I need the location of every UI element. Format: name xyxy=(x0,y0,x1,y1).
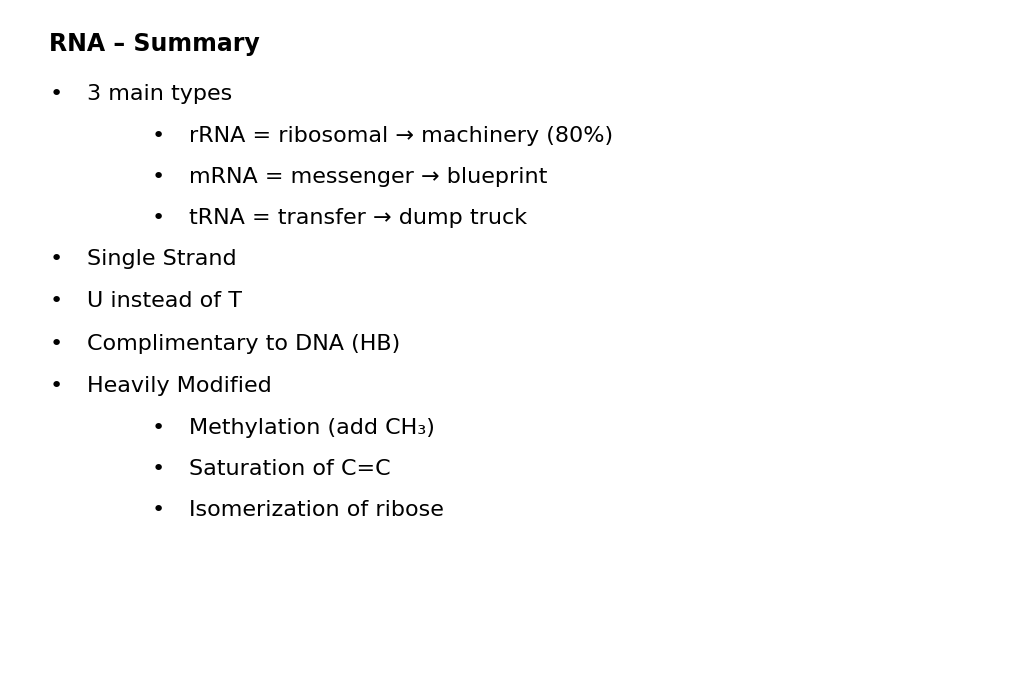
Text: rRNA = ribosomal → machinery (80%): rRNA = ribosomal → machinery (80%) xyxy=(189,126,613,146)
Text: Isomerization of ribose: Isomerization of ribose xyxy=(189,500,444,520)
Text: •: • xyxy=(152,459,165,479)
Text: 3 main types: 3 main types xyxy=(87,83,232,104)
Text: Methylation (add CH₃): Methylation (add CH₃) xyxy=(189,418,435,438)
Text: •: • xyxy=(49,376,62,396)
Text: •: • xyxy=(49,83,62,104)
Text: RNA – Summary: RNA – Summary xyxy=(49,32,260,57)
Text: mRNA = messenger → blueprint: mRNA = messenger → blueprint xyxy=(189,167,548,187)
Text: U instead of T: U instead of T xyxy=(87,291,242,311)
Text: Single Strand: Single Strand xyxy=(87,249,237,269)
Text: •: • xyxy=(152,208,165,228)
Text: tRNA = transfer → dump truck: tRNA = transfer → dump truck xyxy=(189,208,527,228)
Text: •: • xyxy=(49,249,62,269)
Text: •: • xyxy=(152,500,165,520)
Text: Saturation of C=C: Saturation of C=C xyxy=(189,459,391,479)
Text: •: • xyxy=(49,333,62,354)
Text: •: • xyxy=(152,167,165,187)
Text: Complimentary to DNA (HB): Complimentary to DNA (HB) xyxy=(87,333,400,354)
Text: Heavily Modified: Heavily Modified xyxy=(87,376,271,396)
Text: •: • xyxy=(152,418,165,438)
Text: •: • xyxy=(152,126,165,146)
Text: •: • xyxy=(49,291,62,311)
